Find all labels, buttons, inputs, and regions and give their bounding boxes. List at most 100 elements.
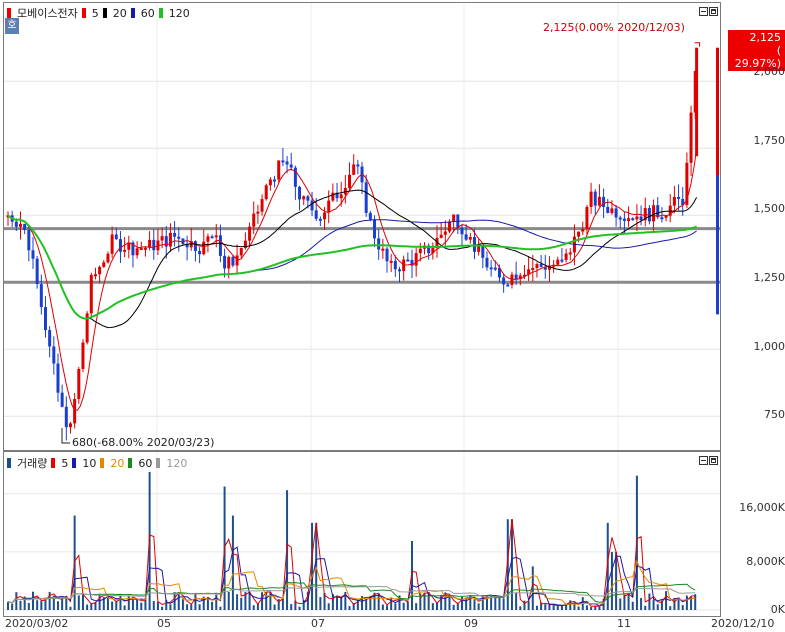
candle-body: [452, 214, 456, 222]
volume-bar: [452, 604, 455, 610]
candle-body: [231, 256, 235, 266]
volume-bar: [102, 597, 105, 610]
volume-bar: [156, 602, 159, 610]
candle-body: [106, 253, 110, 263]
volume-bar: [140, 602, 143, 610]
volume-bar: [665, 591, 668, 610]
candle-body: [502, 277, 506, 285]
candle-body: [635, 216, 639, 220]
volume-bar: [619, 598, 622, 610]
candle-body: [398, 269, 402, 272]
volume-bar: [644, 605, 647, 610]
candle-body: [493, 267, 497, 270]
volume-bar: [319, 597, 322, 610]
candle-body: [43, 307, 47, 331]
candle-body: [527, 269, 531, 275]
candle-body: [660, 217, 664, 220]
volume-bar: [565, 603, 568, 610]
candle-body: [314, 210, 318, 219]
candle-body: [631, 218, 635, 221]
candle-body: [31, 250, 35, 259]
volume-bar: [527, 601, 530, 610]
candle-body: [443, 231, 447, 235]
volume-bar: [606, 522, 609, 610]
ma60-line: [7, 215, 697, 320]
volume-bar: [477, 603, 480, 610]
candle-body: [318, 218, 322, 221]
candle-body: [497, 267, 501, 278]
candle-body: [547, 265, 551, 270]
volume-bar: [119, 595, 122, 610]
volume-color-swatch: [7, 458, 11, 468]
volume-bar: [544, 604, 547, 610]
candle-body: [360, 166, 364, 183]
candle-body: [652, 205, 656, 222]
volume-bar: [406, 601, 409, 610]
volume-bar: [65, 595, 68, 610]
candle-body: [510, 274, 514, 285]
candle-body: [23, 223, 27, 230]
candle-body: [218, 235, 222, 256]
price-chart-canvas[interactable]: [4, 3, 720, 450]
volume-title: 거래량: [17, 457, 48, 470]
candle-body: [281, 160, 285, 163]
vma60-line: [7, 581, 696, 604]
price-panel-minimize-button[interactable]: [699, 7, 708, 16]
candle-body: [335, 192, 339, 199]
current-price-badge: 2,125 ( 29.97%): [728, 30, 785, 71]
volume-bar: [144, 598, 147, 610]
candle-body: [489, 267, 493, 270]
x-axis-label: 07: [311, 617, 325, 630]
volume-chart-panel[interactable]: [3, 451, 721, 617]
price-chart-panel[interactable]: [3, 2, 721, 451]
candle-body: [564, 253, 568, 260]
volume-bar: [27, 603, 30, 610]
volume-bar: [444, 592, 447, 610]
candle-body: [535, 264, 539, 269]
candle-body: [81, 342, 85, 369]
volume-bar: [7, 601, 9, 610]
candle-body: [431, 247, 435, 254]
candle-body: [477, 245, 481, 252]
volume-bar: [36, 600, 39, 610]
volume-chart-canvas[interactable]: [4, 452, 720, 616]
candle-body: [410, 260, 414, 266]
candle-body: [160, 236, 164, 241]
candle-body: [89, 274, 93, 314]
volume-bar: [456, 602, 459, 610]
ma5-label: 5: [91, 6, 99, 20]
candle-body: [223, 255, 227, 269]
volume-bar: [90, 603, 93, 610]
volume-bar: [652, 599, 655, 610]
candle-body: [664, 215, 668, 218]
candle-body: [460, 227, 464, 235]
volume-bar: [77, 595, 80, 610]
candle-body: [518, 275, 522, 279]
volume-bar: [152, 601, 155, 610]
candle-body: [98, 266, 102, 275]
low-annotation: 680(-68.00% 2020/03/23): [72, 436, 215, 449]
volume-bar: [186, 604, 189, 610]
volume-panel-maximize-button[interactable]: [709, 456, 718, 465]
volume-panel-minimize-button[interactable]: [699, 456, 708, 465]
price-panel-maximize-button[interactable]: [709, 7, 718, 16]
current-price: 2,125: [749, 31, 782, 44]
candle-body: [643, 208, 647, 221]
candle-body: [560, 259, 564, 262]
candle-body: [695, 47, 699, 157]
ma120-line: [7, 214, 697, 320]
candle-body: [214, 235, 218, 238]
volume-bar: [236, 594, 239, 610]
candle-body: [672, 196, 676, 206]
candle-body: [139, 248, 143, 251]
volume-bar: [677, 597, 680, 610]
candle-body: [73, 399, 77, 424]
candle-body: [277, 160, 281, 180]
ma20-label: 20: [112, 6, 127, 20]
candle-body: [152, 239, 156, 251]
chart-type-icon[interactable]: 호: [5, 18, 19, 34]
candle-body: [323, 212, 327, 220]
volume-bar: [548, 604, 551, 610]
volume-bar: [190, 604, 193, 610]
volume-bar: [86, 604, 89, 610]
